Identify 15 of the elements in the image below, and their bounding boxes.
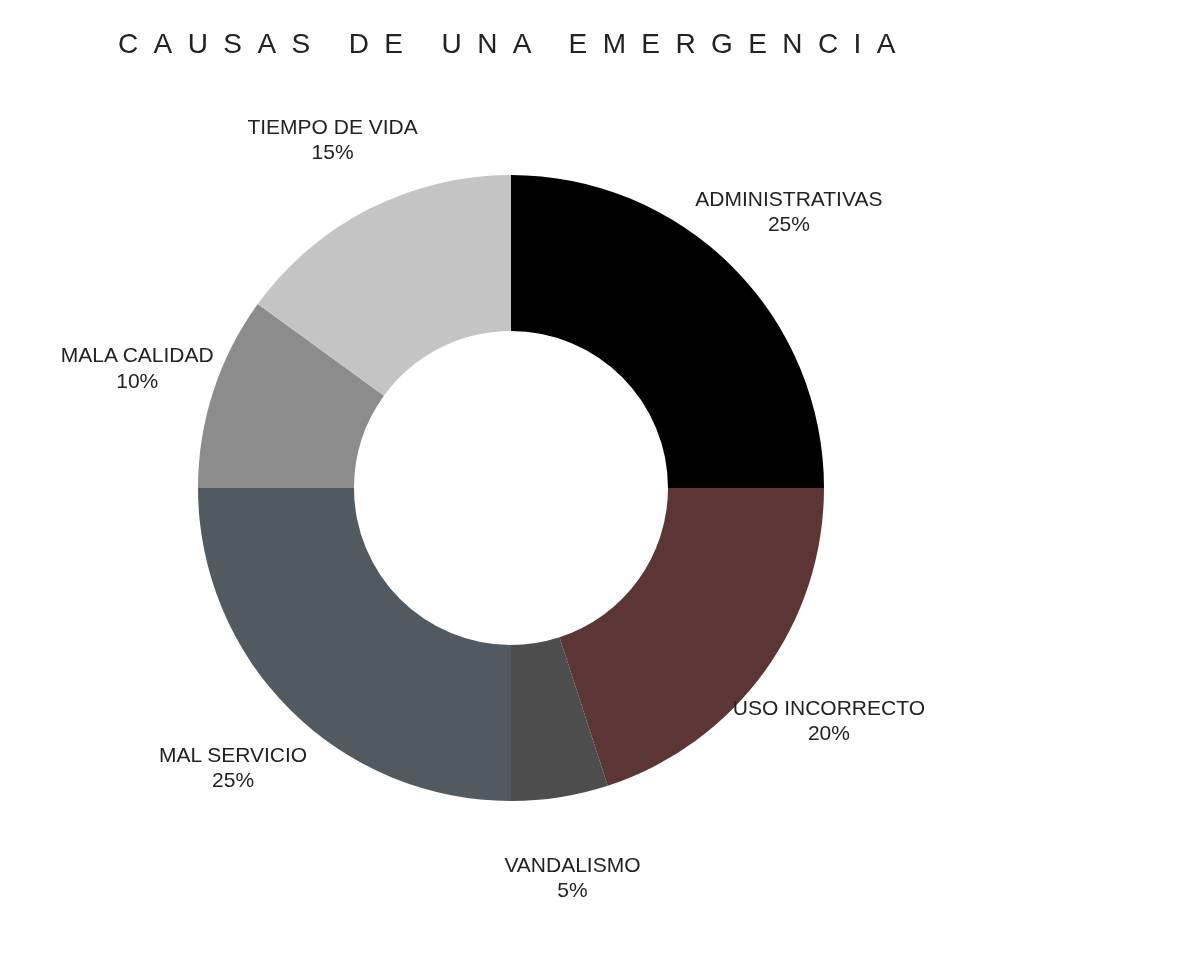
slice-label: VANDALISMO [504,852,641,876]
data-label: 25% [212,767,255,791]
donut-slice [257,175,511,396]
chart-title: CAUSAS DE UNA EMERGENCIA [118,28,911,60]
data-label: 10% [116,368,159,392]
slice-label: MALA CALIDAD [60,343,214,367]
slice-label: USO INCORRECTO [732,695,926,719]
slice-label: TIEMPO DE VIDA [247,114,418,138]
data-label: 5% [557,878,588,902]
data-label: 15% [311,139,354,163]
slice-label: MAL SERVICIO [159,742,308,766]
data-label: 25% [767,212,810,236]
data-label: 20% [807,721,850,744]
slice-label: ADMINISTRATIVAS [695,186,883,210]
donut-slice [511,637,608,801]
